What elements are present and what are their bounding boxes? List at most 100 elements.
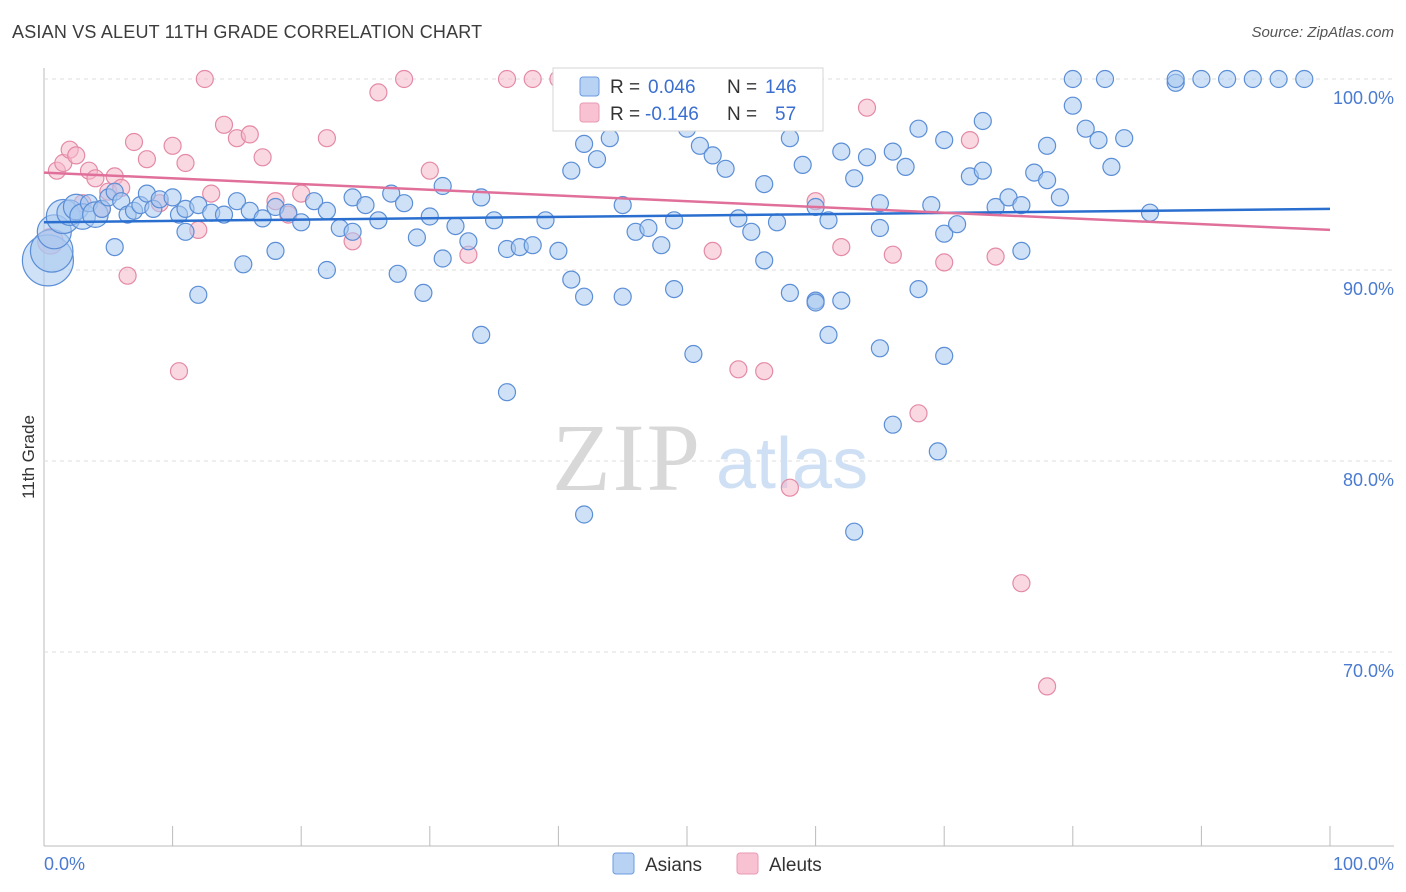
aleuts-point [703,241,722,260]
asians-point [105,238,124,257]
asians-point [935,224,954,243]
asians-point [780,129,800,148]
aleuts-point [909,404,928,423]
asians-point [1217,69,1237,89]
asians-point [497,383,517,402]
aleuts-swatch [579,102,600,123]
asians-point [1089,131,1108,150]
aleuts-point [195,69,214,89]
asians-point [947,215,967,234]
aleuts-point [755,362,774,381]
asians-point [574,134,594,153]
stats-legend: R = 0.046 N = 146 R = -0.146 N = 57 [552,67,824,132]
asians-point [703,146,722,165]
asians-point [909,280,928,299]
y-tick-labels: 100.0% 90.0% 80.0% 70.0% [1333,88,1394,681]
legend-aleuts-swatch [736,852,759,875]
asians-point [729,209,748,228]
aleuts-point [1012,574,1031,593]
x-tick-marks [43,826,1331,846]
asians-point [189,285,208,304]
asians-point [870,218,890,238]
chart-title: ASIAN VS ALEUT 11TH GRADE CORRELATION CH… [12,22,483,42]
aleuts-point [935,253,954,272]
asians-point [227,192,246,211]
asians-point [1037,171,1057,190]
asians-point [613,287,632,306]
asians-point [163,188,182,207]
asians-point [536,211,555,230]
asians-point [652,236,671,255]
asians-point [935,346,954,365]
asians-point [819,211,838,230]
asians-point [928,442,947,461]
aleuts-trend-line [43,171,1331,232]
aleuts-r-label: R = [610,104,640,125]
aleuts-n-label: N = [727,104,757,125]
aleuts-point [240,125,259,144]
aleuts-point [214,115,234,134]
aleuts-point [883,245,902,264]
asians-swatch [579,76,600,97]
asians-point [343,222,362,241]
aleuts-point [67,146,86,165]
legend-asians-swatch [612,852,635,875]
asians-trend-line [43,207,1331,224]
y-tick-label: 70.0% [1343,661,1394,681]
aleuts-point [986,247,1005,266]
bottom-legend: Asians Aleuts [612,852,822,876]
asians-point [214,205,234,224]
asians-point [1095,69,1115,89]
aleuts-point [124,132,144,152]
asians-point [1012,241,1031,260]
asians-point [317,260,336,280]
asians-point [388,264,407,283]
source-label: Source: ZipAtlas.com [1251,24,1394,41]
aleuts-point [857,98,877,117]
series-asians [21,69,1314,541]
asians-point [845,169,864,188]
aleuts-point [176,153,195,173]
asians-point [395,194,414,213]
asians-point [1295,69,1314,89]
asians-point [755,251,774,270]
y-axis-title: 11th Grade [19,415,38,499]
asians-point [279,203,298,222]
y-tick-label: 90.0% [1343,279,1394,299]
asians-point [1037,136,1057,155]
asians-point [1140,203,1160,222]
asians-point [176,222,195,241]
asians-point [639,218,658,238]
asians-point [832,291,851,310]
aleuts-point [317,129,336,148]
aleuts-point [960,131,980,150]
asians-point [793,155,812,174]
asians-point [684,344,703,364]
asians-point [574,287,594,306]
asians-point [1115,129,1134,148]
aleuts-point [137,150,156,169]
asians-point [973,111,992,131]
asians-point [317,201,336,220]
aleuts-point [169,362,189,381]
asians-r-label: R = [610,77,640,98]
aleuts-point [369,83,388,102]
asians-point [664,280,684,299]
aleuts-point [729,360,748,379]
asians-point [459,232,478,251]
asians-point [973,161,992,180]
asians-point [857,148,877,167]
asians-point [613,196,632,215]
asians-point [1192,69,1211,89]
asians-point [485,211,504,230]
asians-point [806,293,825,312]
x-tick-label-max: 100.0% [1333,854,1394,874]
asians-point [896,157,915,176]
asians-point [832,142,851,161]
aleuts-point [118,266,137,285]
asians-point [292,213,311,232]
asians-point [883,142,902,161]
aleuts-point [497,69,517,89]
asians-point [690,136,710,155]
